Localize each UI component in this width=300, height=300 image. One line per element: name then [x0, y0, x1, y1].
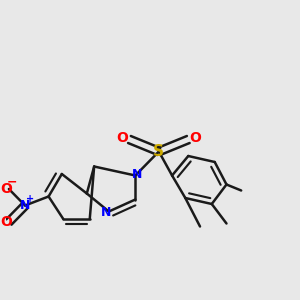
- Text: N: N: [20, 199, 30, 212]
- Text: −: −: [7, 175, 18, 188]
- Text: O: O: [116, 131, 128, 145]
- Text: O: O: [0, 215, 12, 229]
- Text: N: N: [101, 206, 112, 220]
- Text: +: +: [26, 194, 34, 205]
- Text: O: O: [0, 182, 12, 196]
- Text: N: N: [132, 167, 142, 181]
- Text: O: O: [190, 131, 202, 145]
- Text: S: S: [153, 144, 164, 159]
